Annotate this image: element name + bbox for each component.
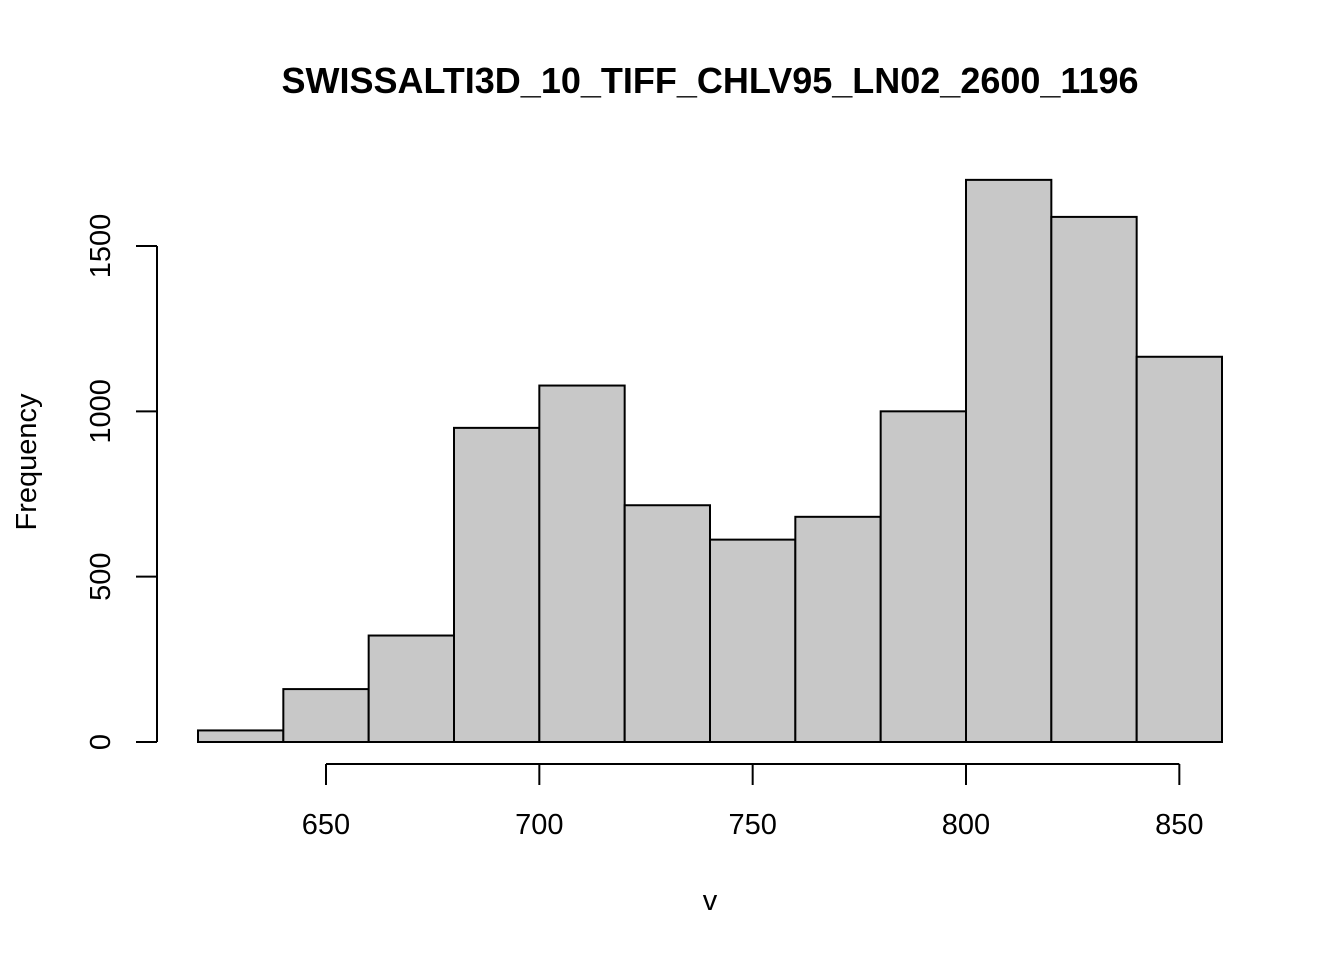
histogram-bar-4 (453, 426, 541, 743)
histogram-bar-5 (538, 384, 626, 743)
histogram-bar-12 (1135, 355, 1223, 743)
histogram-bar-9 (879, 410, 968, 743)
x-tick-label: 700 (515, 809, 563, 841)
y-tick-label: 500 (85, 552, 117, 600)
histogram-bar-11 (1050, 215, 1138, 744)
histogram-bar-3 (367, 634, 455, 743)
y-axis-label: Frequency (11, 393, 43, 531)
y-tick-label: 1500 (85, 214, 117, 279)
x-tick-label: 650 (302, 809, 350, 841)
bars-group (197, 178, 1223, 744)
x-tick-label: 850 (1155, 809, 1203, 841)
x-tick-label: 750 (728, 809, 776, 841)
y-axis: 0 500 1000 1500 (85, 214, 158, 750)
histogram-bar-10 (965, 178, 1053, 744)
x-tick-label: 800 (942, 809, 990, 841)
x-axis: 650 700 750 800 850 (302, 763, 1204, 841)
chart-title: SWISSALTI3D_10_TIFF_CHLV95_LN02_2600_119… (281, 60, 1138, 101)
x-axis-label: v (703, 885, 718, 917)
y-tick-label: 1000 (85, 379, 117, 444)
histogram-bar-8 (794, 515, 882, 743)
histogram-bar-6 (623, 504, 712, 744)
histogram-bar-2 (282, 688, 370, 743)
histogram-bar-1 (197, 729, 285, 744)
y-tick-label: 0 (85, 734, 117, 750)
histogram-bar-7 (709, 538, 797, 744)
